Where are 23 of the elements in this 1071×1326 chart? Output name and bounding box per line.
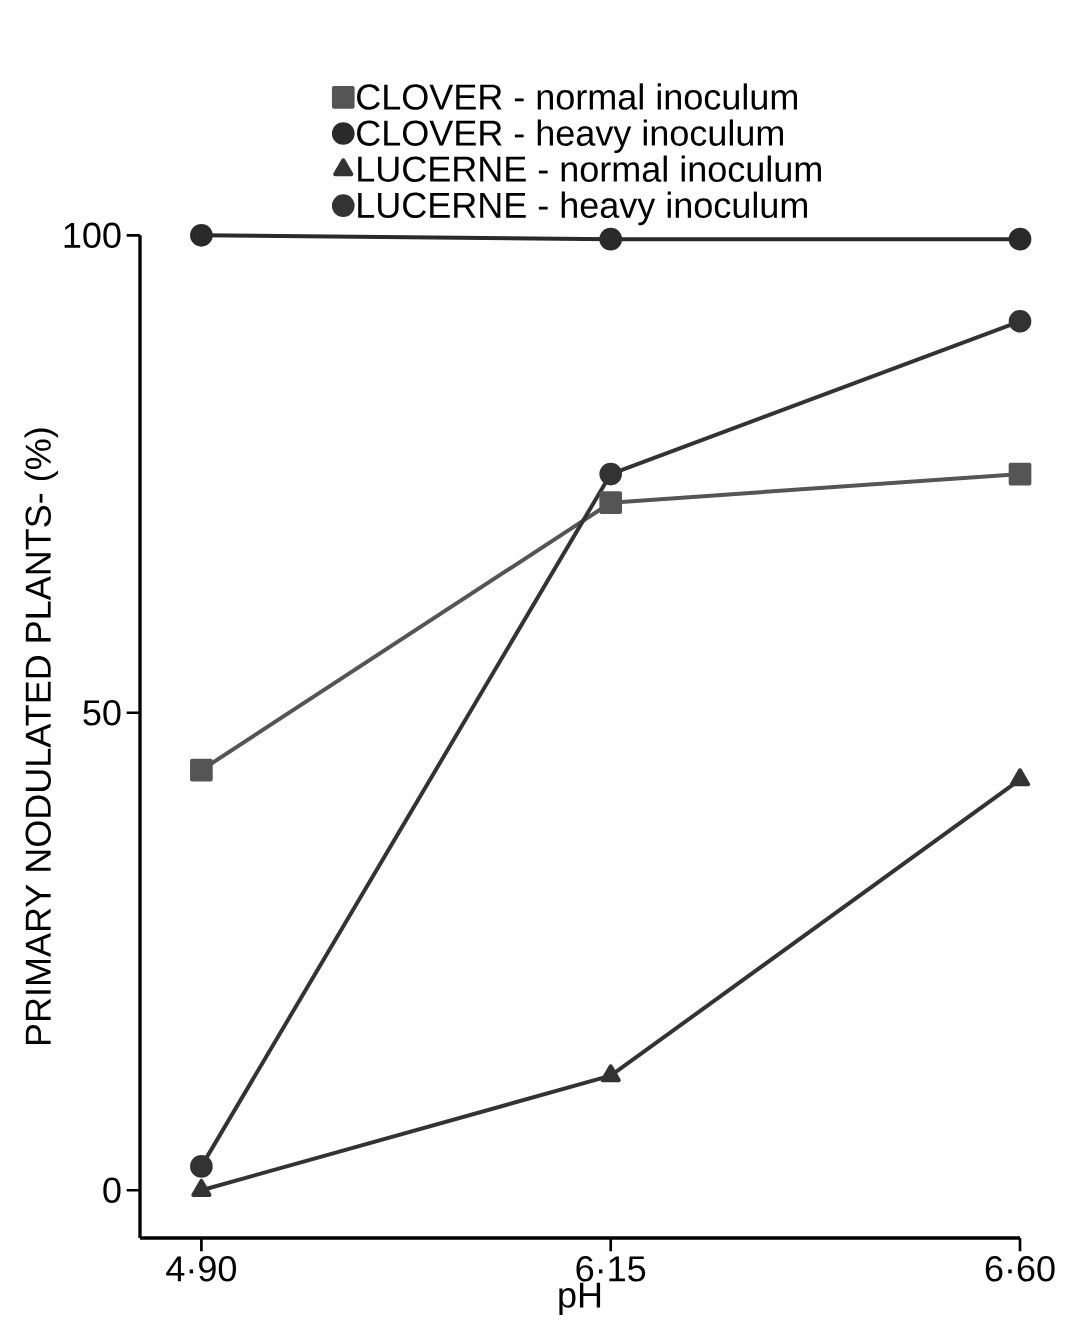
y-tick-label: 0	[103, 1177, 121, 1203]
point	[599, 462, 623, 486]
point	[1008, 462, 1032, 486]
point	[599, 491, 623, 515]
x-axis-title: pH	[559, 1282, 601, 1315]
x-tick-label: 6·15	[576, 1256, 646, 1282]
legend-label: CLOVER - normal inoculum	[357, 83, 797, 110]
legend-label: CLOVER - heavy inoculum	[357, 119, 783, 153]
point	[1008, 227, 1032, 251]
y-axis-title: PRIMARY NODULATED PLANTS- (%)	[24, 428, 59, 1045]
x-tick-label: 4·90	[166, 1256, 236, 1282]
point	[600, 1064, 621, 1083]
point	[1008, 309, 1032, 333]
legend-label: LUCERNE - heavy inoculum	[358, 191, 807, 226]
y-tick-label: 100	[64, 222, 121, 249]
point	[599, 227, 623, 251]
x-tick-label: 6·60	[985, 1256, 1055, 1282]
legend-label: LUCERNE - normal inoculum	[358, 155, 821, 182]
point	[190, 223, 213, 247]
y-tick-label: 50	[83, 700, 121, 726]
point	[190, 758, 213, 782]
point	[1009, 768, 1031, 787]
point	[191, 1178, 212, 1197]
